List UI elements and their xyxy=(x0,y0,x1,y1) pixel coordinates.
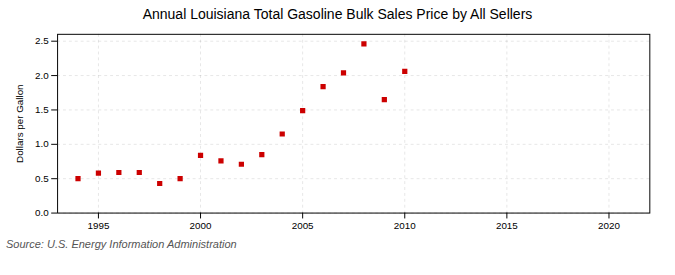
svg-text:Dollars per Gallon: Dollars per Gallon xyxy=(14,84,25,163)
svg-text:1995: 1995 xyxy=(88,220,110,231)
svg-text:1.5: 1.5 xyxy=(35,104,49,115)
svg-text:2010: 2010 xyxy=(394,220,416,231)
svg-text:2005: 2005 xyxy=(292,220,314,231)
svg-text:2015: 2015 xyxy=(496,220,518,231)
svg-text:0.5: 0.5 xyxy=(35,173,49,184)
html-text:Source: U.S. Energy Informatio: Source: U.S. Energy Information Administ… xyxy=(6,238,237,251)
svg-text:0.0: 0.0 xyxy=(35,207,49,218)
svg-text:2.0: 2.0 xyxy=(35,70,49,81)
svg-text:2000: 2000 xyxy=(190,220,212,231)
svg-text:2.5: 2.5 xyxy=(35,35,49,46)
svg-text:2020: 2020 xyxy=(598,220,620,231)
svg-text:1.0: 1.0 xyxy=(35,138,49,149)
html-text:Annual Louisiana Total Gasolin: Annual Louisiana Total Gasoline Bulk Sal… xyxy=(142,6,533,22)
